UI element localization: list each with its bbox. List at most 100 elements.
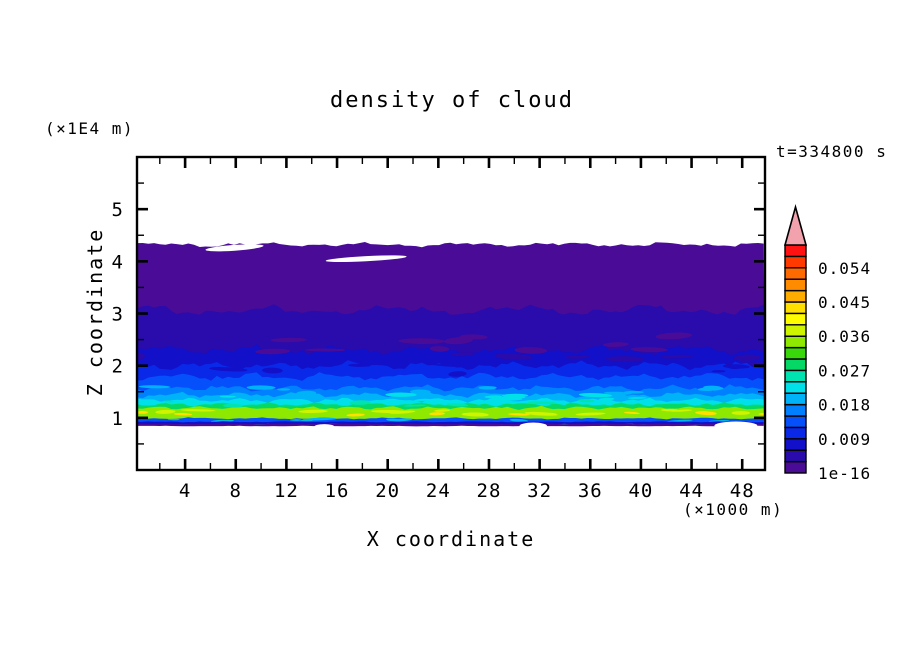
colorbar-segment [784,289,807,303]
contour-patch [708,420,730,422]
timestamp-label: t=334800 s [776,142,888,161]
x-tick-label: 24 [426,480,451,502]
contour-patch [298,409,328,414]
colorbar-label: 0.036 [818,327,871,346]
contour-patch [670,409,693,412]
contour-patch [446,403,469,407]
contour-patch [429,412,445,416]
contour-patch [277,388,291,391]
contour-field [138,242,764,430]
contour-patch [429,346,450,352]
contour-patch [162,400,175,403]
contour-patch [349,400,371,405]
contour-patch [270,337,307,343]
contour-patch [138,385,171,389]
contour-patch [370,410,397,413]
x-axis-title: X coordinate [366,527,536,551]
cloud-base-notch [714,421,758,430]
contour-patch [463,412,489,417]
contour-patch [623,390,644,394]
contour-patch [528,401,552,404]
colorbar-segment [784,255,807,269]
colorbar-label: 0.045 [818,293,871,312]
contour-patch [246,385,276,390]
colorbar-label: 0.027 [818,361,871,380]
contour-patch [578,393,613,398]
contour-patch [459,334,488,340]
contour-patch [606,356,644,362]
contour-patch [630,347,668,353]
colorbar-segment [784,449,807,463]
contour-patch [659,354,694,359]
x-tick-label: 36 [578,480,603,502]
contour-patch [255,348,290,355]
y-axis-title: Z coordinate [83,227,107,397]
contour-patch [403,404,427,407]
colorbar-segment [784,312,807,326]
contour-patch [627,397,647,399]
y-tick-label: 1 [112,408,124,430]
colorbar-segment [784,324,807,337]
contour-patch [711,370,726,373]
x-tick-label: 20 [375,480,400,502]
contour-patch [722,364,750,369]
y-axis-unit-label: (×1E4 m) [45,119,135,138]
contour-patch [603,342,629,347]
contour-patch [507,413,530,416]
x-tick-label: 40 [628,480,653,502]
contour-patch [740,362,764,366]
x-axis-unit-label: (×1000 m) [683,500,784,519]
contour-patch [385,392,417,397]
contour-patch [478,386,497,390]
colorbar-segment [784,392,807,406]
contour-patch [655,332,693,340]
colorbar-segment [784,358,807,372]
contour-patch [409,389,431,395]
x-tick-label: 12 [274,480,299,502]
contour-patch [697,386,724,392]
contour-patch [496,396,526,399]
colorbar-segment [784,381,807,394]
x-tick-label: 48 [730,480,755,502]
x-tick-label: 32 [527,480,552,502]
x-tick-label: 28 [477,480,502,502]
contour-patch [296,390,317,396]
contour-patch [180,409,216,412]
contour-patch [443,337,473,345]
colorbar-segment [784,369,807,383]
colorbar-label: 0.018 [818,396,871,415]
cloud-base-notch [314,424,335,430]
y-tick-label: 2 [112,356,124,378]
x-tick-label: 8 [230,480,242,502]
x-tick-label: 44 [679,480,704,502]
cloud-hole [205,244,264,252]
colorbar-label: 0.054 [818,259,871,278]
colorbar-label: 0.009 [818,430,871,449]
contour-patch [448,371,467,377]
colorbar-segment [784,460,807,474]
contour-patch [173,412,193,416]
contour-patch [509,418,529,422]
contour-patch [575,412,606,416]
contour-patch [695,411,717,416]
contour-patch [731,411,751,415]
contour-patch [348,363,371,367]
contour-patch [598,397,615,401]
contour-base-strip [138,423,764,427]
contour-patch [733,354,761,361]
contour-patch [223,403,243,408]
contour-patch [209,367,248,372]
colorbar: 1e-16 0.009 0.018 0.027 0.036 0.045 0.054 [783,203,871,483]
colorbar-segment [784,346,807,360]
contour-patch [434,409,451,412]
colorbar-segment [784,267,807,280]
contour-patch [302,417,337,421]
colorbar-label: 1e-16 [818,464,871,483]
colorbar-segment [784,415,807,429]
contour-patch [623,411,640,415]
contour-patch [305,348,346,352]
colorbar-segment [784,426,807,440]
contour-patch [578,399,595,403]
